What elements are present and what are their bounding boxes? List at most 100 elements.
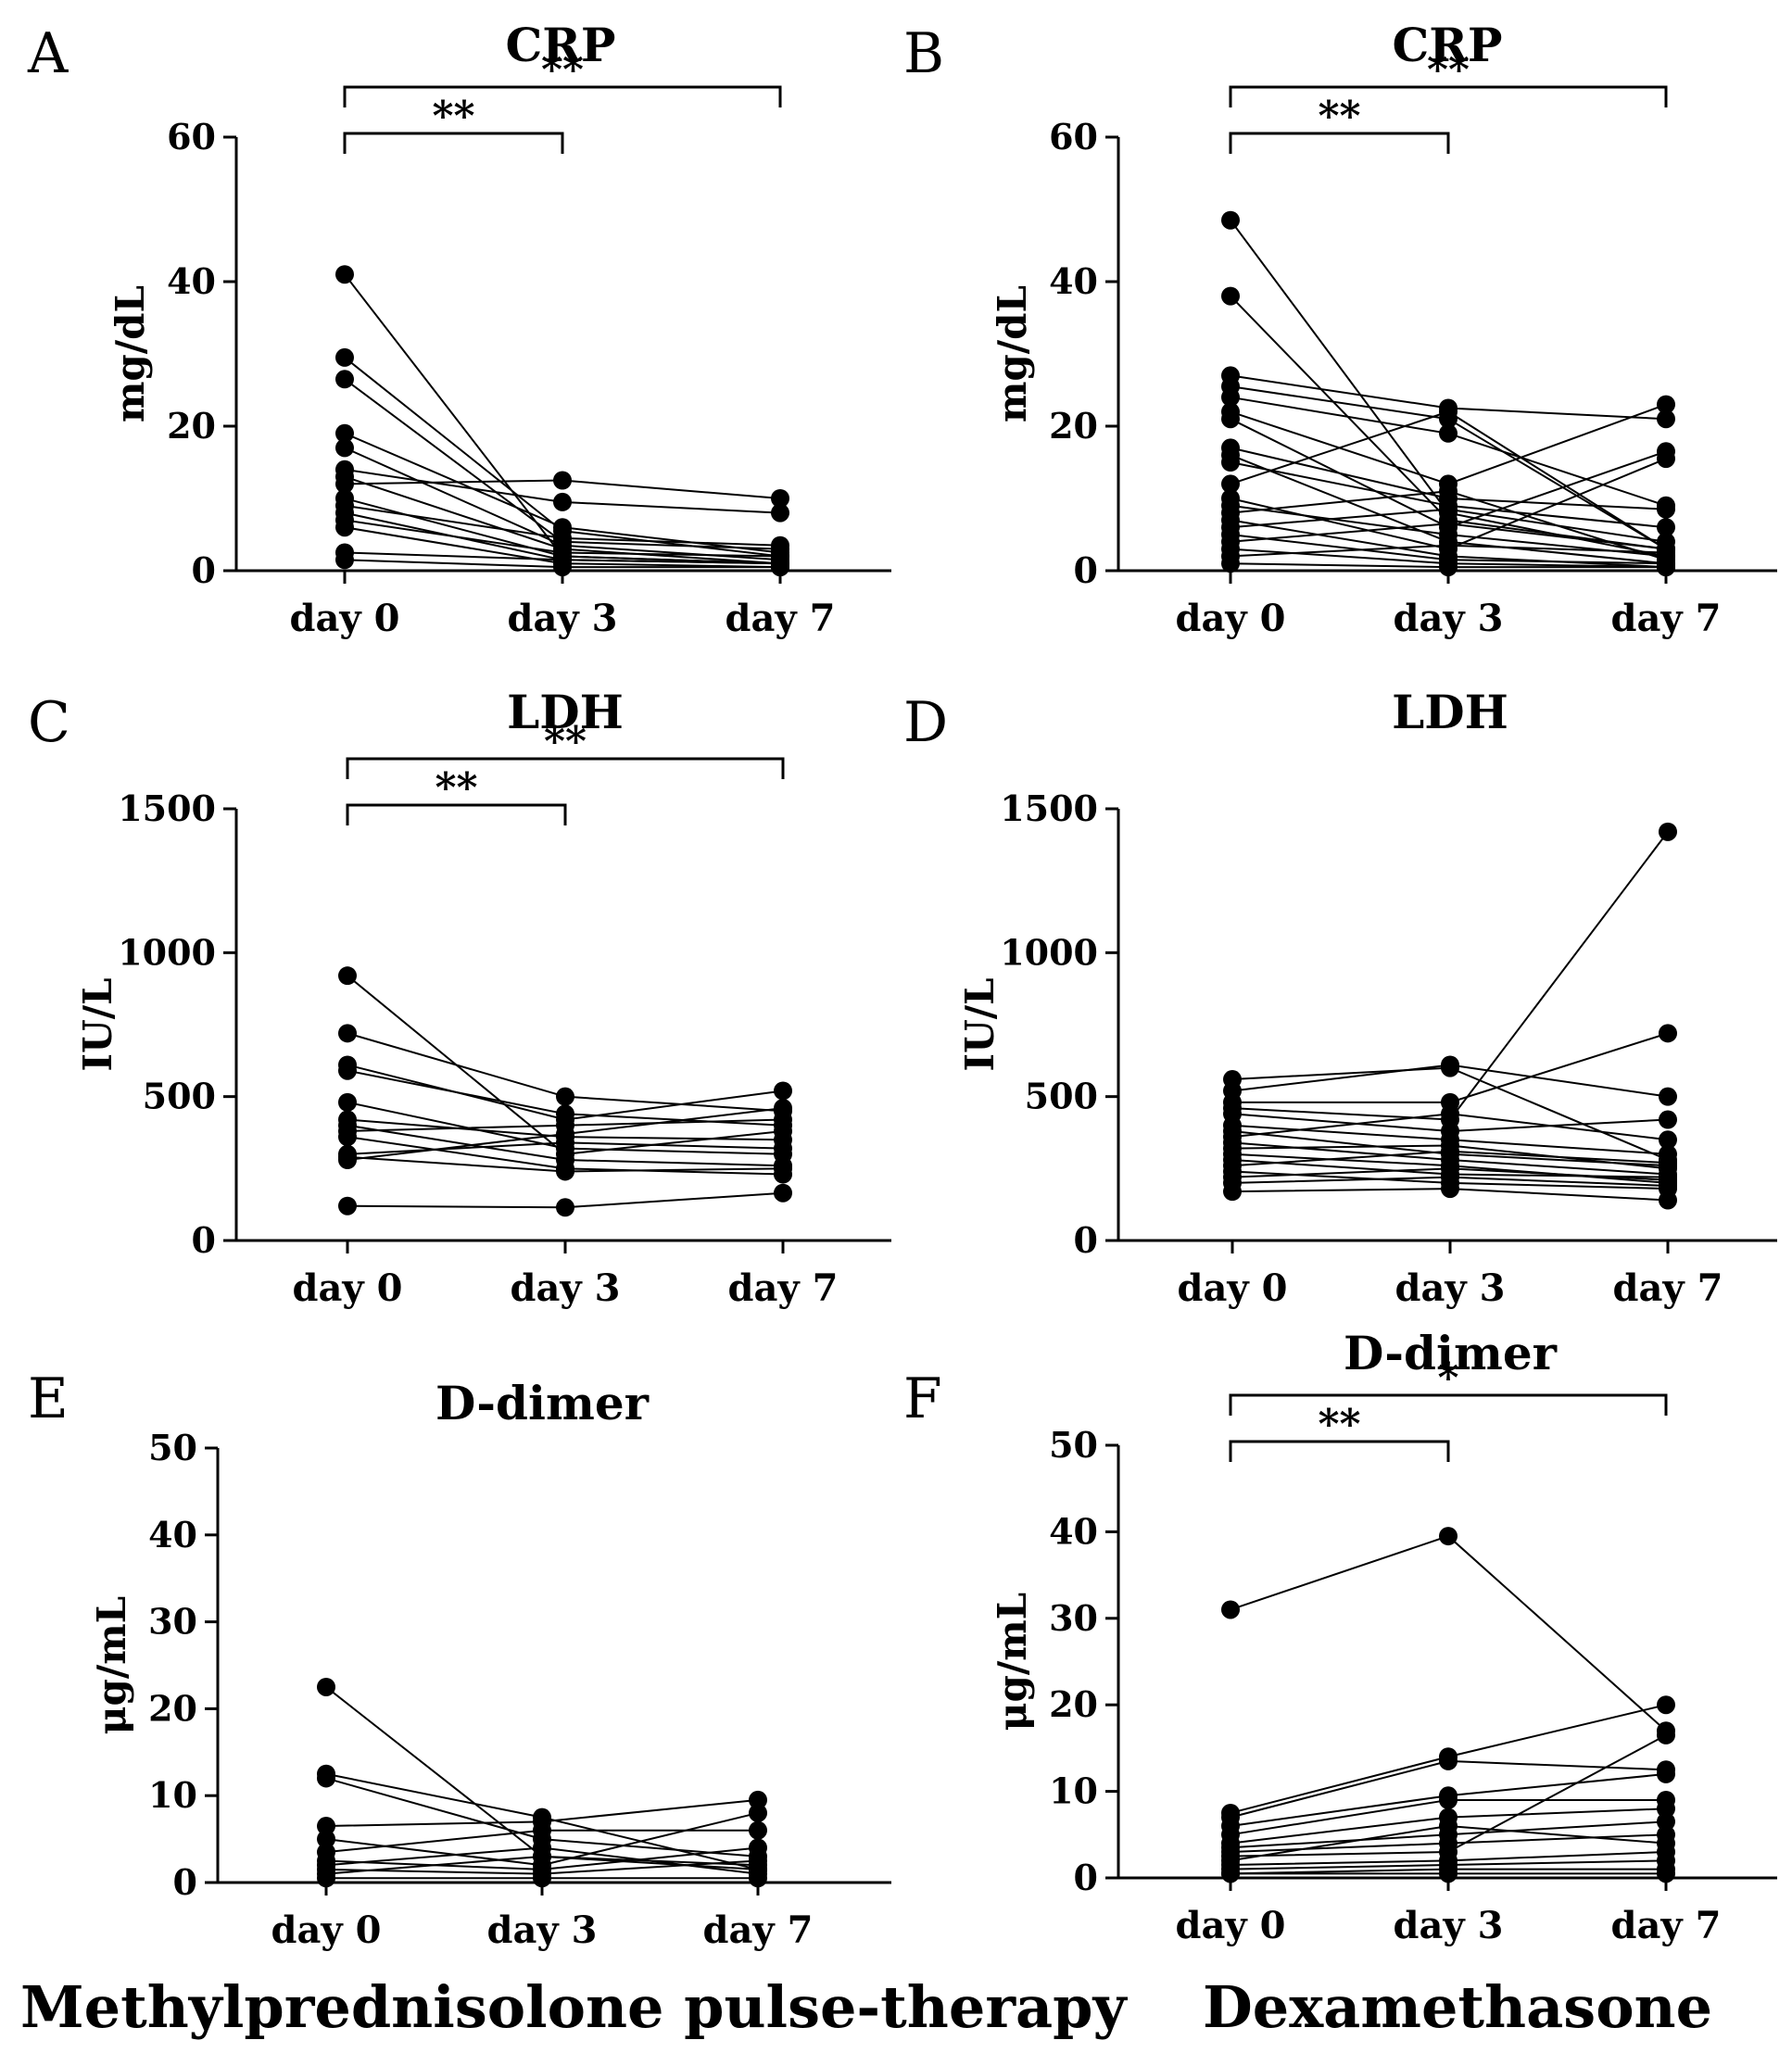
panel-e-x-tick-label: day 7 xyxy=(703,1908,814,1952)
panel-f-x-tick-label: day 3 xyxy=(1394,1904,1504,1947)
panel-d-data-point xyxy=(1659,1130,1677,1150)
panel-b-data-point xyxy=(1221,474,1240,494)
panel-c-significance-bracket xyxy=(346,803,567,825)
panel-d-data-point xyxy=(1659,1176,1677,1195)
panel-e-data-point xyxy=(317,1677,335,1696)
panel-d-data-point xyxy=(1441,1104,1459,1124)
panel-a-data-point xyxy=(771,489,789,508)
panel-c-data-point xyxy=(774,1183,792,1203)
panel-c-data-point xyxy=(556,1087,574,1106)
panel-a-x-tick-label: day 3 xyxy=(508,597,618,640)
panel-a-y-tick-label: 40 xyxy=(167,260,216,302)
panel-a-data-point xyxy=(553,558,572,577)
panel-c-data-point xyxy=(338,1196,357,1215)
panel-e-x-tick-label: day 3 xyxy=(487,1908,598,1952)
panel-b-title: CRP xyxy=(1393,18,1503,72)
panel-e-y-tick-label: 50 xyxy=(148,1427,197,1468)
panel-f-y-tick-label: 10 xyxy=(1049,1770,1098,1812)
panel-f-data-point xyxy=(1657,1764,1675,1783)
panel-e-letter: E xyxy=(28,1367,69,1431)
panel-b-data-point xyxy=(1221,409,1240,429)
panel-c-data-point xyxy=(338,1024,357,1043)
caption-right: Dexamethasone xyxy=(1203,1973,1713,2041)
panel-d-y-tick-label: 1500 xyxy=(1000,787,1098,829)
panel-c-data-point xyxy=(338,1151,357,1170)
panel-d-data-point xyxy=(1441,1055,1459,1075)
panel-e-data-point xyxy=(749,1869,767,1888)
panel-c-title: LDH xyxy=(507,685,624,739)
panel-b-significance-label: ** xyxy=(1427,46,1470,94)
panel-c-data-point xyxy=(774,1099,792,1118)
panel-b-y-tick-label: 40 xyxy=(1049,260,1098,302)
panel-c-data-point xyxy=(774,1139,792,1158)
panel-c-data-point xyxy=(338,966,357,986)
panel-c-x-tick-label: day 0 xyxy=(293,1266,403,1310)
panel-a-data-point xyxy=(335,550,354,570)
panel-a-x-tick-label: day 0 xyxy=(290,597,400,640)
panel-d-x-tick-label: day 0 xyxy=(1178,1266,1288,1310)
panel-b-data-point xyxy=(1221,387,1240,407)
panel-c-data-point xyxy=(556,1198,574,1217)
panel-d-data-point xyxy=(1659,1087,1677,1106)
panel-e-data-point xyxy=(749,1820,767,1840)
panel-f-y-tick-label: 20 xyxy=(1049,1683,1098,1725)
panel-d-data-point xyxy=(1659,1153,1677,1173)
panel-f-x-tick-label: day 0 xyxy=(1176,1904,1286,1947)
panel-a-significance-label: ** xyxy=(432,93,474,140)
caption-left: Methylprednisolone pulse-therapy xyxy=(20,1973,1127,2041)
panel-f-significance-bracket xyxy=(1229,1393,1668,1416)
panel-a-significance-bracket xyxy=(343,132,564,154)
panel-f-data-point xyxy=(1439,1751,1458,1770)
panel-b-x-tick-label: day 7 xyxy=(1611,597,1722,640)
panel-c-significance-label: ** xyxy=(435,764,477,812)
panel-e-data-point xyxy=(317,1769,335,1788)
panel-b-data-point xyxy=(1657,543,1675,562)
panel-b-data-point xyxy=(1657,409,1675,429)
panel-d-data-point xyxy=(1659,1190,1677,1210)
panel-b-data-point xyxy=(1439,558,1458,577)
panel-f-title: D-dimer xyxy=(1344,1326,1558,1380)
panel-c-y-tick-label: 1000 xyxy=(118,931,216,973)
panel-e-data-point xyxy=(533,1869,551,1888)
panel-c-data-point xyxy=(338,1092,357,1112)
panel-a-x-tick-label: day 7 xyxy=(726,597,836,640)
panel-a-letter: A xyxy=(27,21,69,86)
panel-f-significance-label: * xyxy=(1437,1354,1458,1402)
panel-b-data-point xyxy=(1657,518,1675,537)
panel-f-data-point xyxy=(1221,1864,1240,1883)
panel-b-y-tick-label: 20 xyxy=(1049,405,1098,447)
panel-c-data-point xyxy=(774,1159,792,1178)
panel-f-y-label: μg/mL xyxy=(990,1593,1035,1731)
panel-a-y-tick-label: 20 xyxy=(167,405,216,447)
panel-f-y-tick-label: 50 xyxy=(1049,1424,1098,1466)
panel-c-y-label: IU/L xyxy=(75,977,120,1071)
panel-f-data-point xyxy=(1657,1864,1675,1883)
panel-a-data-point xyxy=(335,370,354,389)
panel-a-title: CRP xyxy=(506,18,616,72)
panel-a-data-point xyxy=(771,503,789,523)
panel-e-y-tick-label: 10 xyxy=(148,1774,197,1816)
panel-e-data-point xyxy=(533,1846,551,1866)
panel-b-y-label: mg/dL xyxy=(990,285,1035,422)
panel-d-y-tick-label: 0 xyxy=(1074,1219,1098,1261)
panel-c-data-point xyxy=(556,1125,574,1144)
panel-c-data-point xyxy=(338,1127,357,1147)
panel-a-data-point xyxy=(335,438,354,458)
panel-b-y-tick-label: 60 xyxy=(1049,116,1098,157)
panel-b-data-point xyxy=(1221,554,1240,573)
panel-f-y-tick-label: 0 xyxy=(1074,1857,1098,1898)
panel-a-data-point xyxy=(335,423,354,443)
panel-e-y-tick-label: 30 xyxy=(148,1601,197,1643)
panel-a-y-label: mg/dL xyxy=(107,285,153,422)
panel-e-y-tick-label: 40 xyxy=(148,1514,197,1555)
panel-d-letter: D xyxy=(903,690,948,755)
panel-c-y-tick-label: 1500 xyxy=(118,787,216,829)
panel-f-data-point xyxy=(1439,1790,1458,1809)
panel-f-data-point xyxy=(1439,1816,1458,1835)
panel-b-significance-bracket xyxy=(1229,132,1450,154)
panel-d-x-tick-label: day 3 xyxy=(1395,1266,1506,1310)
panel-e-data-point xyxy=(749,1838,767,1858)
panel-b-data-point xyxy=(1439,514,1458,534)
panel-f-data-point xyxy=(1657,1799,1675,1819)
